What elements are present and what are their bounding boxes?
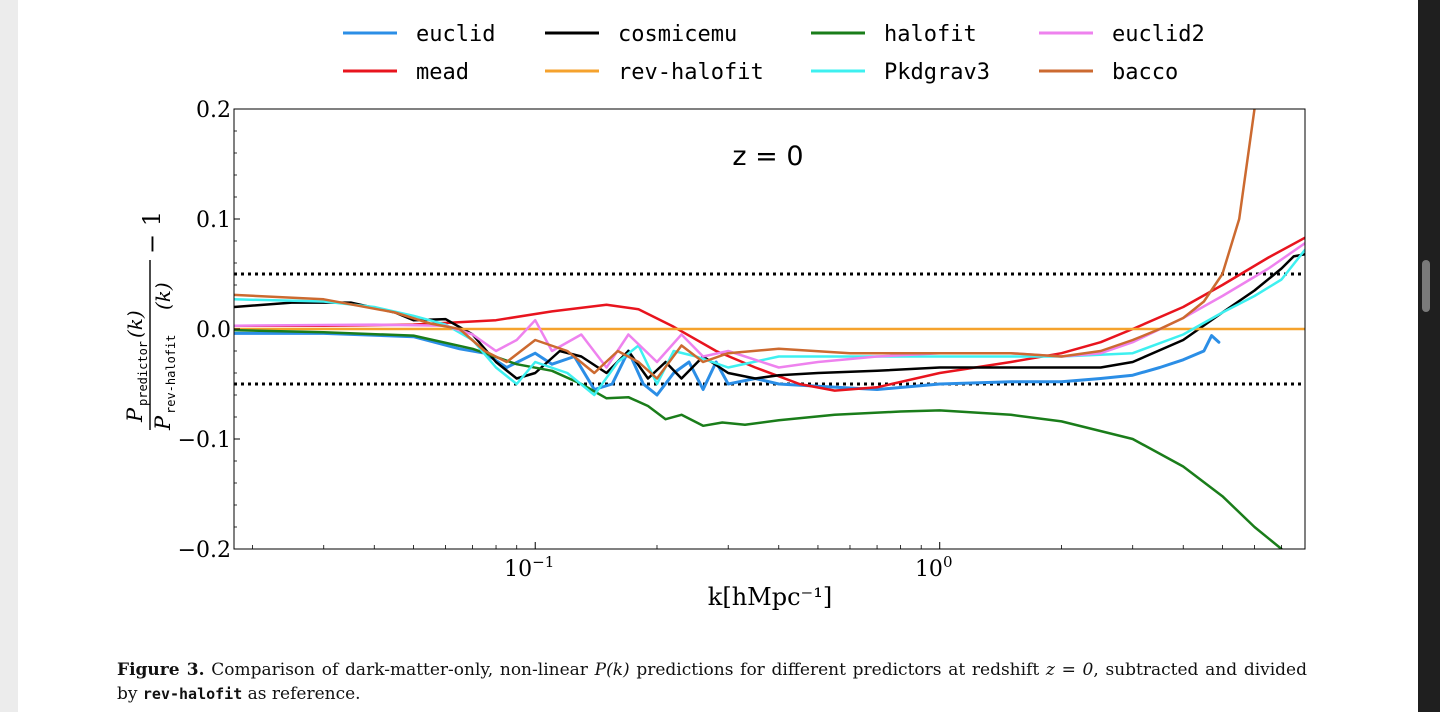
caption-text-4: as reference. [242, 684, 361, 704]
ylabel-den-k: (k) [151, 282, 175, 310]
x-tick-label: 100 [915, 553, 953, 582]
series-line-euclid [234, 331, 1221, 397]
x-axis-label-text: k[hMpc⁻¹] [708, 583, 832, 611]
legend-item-euclid2: euclid2 [1039, 22, 1205, 47]
series-line-mead [234, 236, 1305, 392]
legend-item-rev-halofit: rev-halofit [545, 60, 764, 85]
y-axis-label: P predictor (k) P rev-halofit (k) − 1 [123, 211, 178, 431]
x-axis-label: k[hMpc⁻¹] [708, 583, 832, 611]
legend-label: mead [416, 60, 469, 85]
ylabel-num-main: P [123, 407, 147, 423]
y-tick-label: −0.1 [178, 428, 231, 453]
caption-text-2: predictions for different predictors at … [629, 660, 1046, 680]
chart-title: z = 0 [732, 141, 803, 172]
y-tick-label: 0.2 [196, 98, 231, 123]
series-line-euclid2 [234, 241, 1305, 369]
caption-mono: rev-halofit [142, 685, 243, 703]
caption-pk: P(k) [594, 660, 630, 680]
ylabel-tail: − 1 [138, 211, 166, 254]
legend-item-halofit: halofit [811, 22, 977, 47]
figure-caption: Figure 3. Comparison of dark-matter-only… [117, 658, 1307, 706]
caption-z: z = 0 [1045, 660, 1094, 680]
legend-label: cosmicemu [618, 22, 737, 47]
side-panel [1418, 0, 1440, 712]
y-tick-label: 0.0 [196, 318, 231, 343]
ylabel-num-sub: predictor [136, 341, 150, 406]
legend-label: halofit [884, 22, 977, 47]
ylabel-den-sub: rev-halofit [164, 335, 178, 414]
x-tick-label: 10−1 [504, 553, 554, 582]
x-axis-ticks: 10−1 100 [252, 542, 1306, 582]
ylabel-den-main: P [151, 415, 175, 431]
scrollbar-thumb[interactable] [1422, 260, 1430, 312]
legend-item-euclid: euclid [343, 22, 495, 47]
y-axis-ticks: 0.2 0.1 0.0 −0.1 −0.2 [178, 98, 240, 563]
legend-label: euclid2 [1112, 22, 1205, 47]
series-line-bacco [234, 109, 1256, 380]
caption-text-1: Comparison of dark-matter-only, non-line… [204, 660, 595, 680]
legend-item-Pkdgrav3: Pkdgrav3 [811, 60, 990, 85]
y-tick-label: −0.2 [178, 538, 231, 563]
series-line-halofit [234, 328, 1283, 549]
y-tick-label: 0.1 [196, 208, 231, 233]
series-line-cosmicemu [234, 252, 1305, 380]
ylabel-num-k: (k) [123, 310, 147, 338]
legend-item-cosmicemu: cosmicemu [545, 22, 737, 47]
chart: euclid mead cosmicemu rev-halofit halofit Pkd… [123, 22, 1306, 611]
caption-text-3: , subtracted and divided by [117, 660, 1308, 704]
legend-item-mead: mead [343, 60, 469, 85]
legend: euclid mead cosmicemu rev-halofit halofit Pkd… [343, 22, 1205, 85]
legend-label: Pkdgrav3 [884, 60, 990, 85]
legend-label: bacco [1112, 60, 1178, 85]
legend-label: euclid [416, 22, 495, 47]
legend-label: rev-halofit [618, 60, 764, 85]
plot-lines [234, 109, 1305, 549]
legend-item-bacco: bacco [1039, 60, 1178, 85]
caption-label: Figure 3. [117, 660, 205, 680]
